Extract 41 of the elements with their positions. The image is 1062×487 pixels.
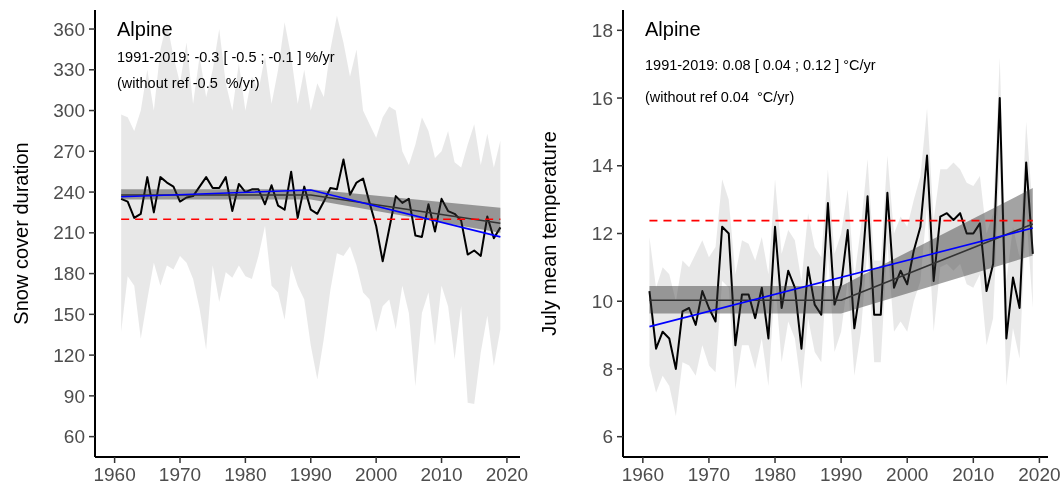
- x-tick-label: 1990: [289, 464, 332, 485]
- x-tick-label: 2020: [485, 464, 529, 485]
- x-tick-label: 1960: [93, 464, 136, 485]
- y-tick-label: 16: [591, 87, 613, 109]
- y-tick-label: 8: [602, 358, 613, 380]
- y-tick-label: 10: [591, 290, 613, 312]
- y-tick-label: 120: [53, 344, 85, 366]
- y-tick-label: 150: [53, 303, 85, 325]
- y-tick-label: 330: [53, 59, 85, 81]
- x-tick-label: 1970: [158, 464, 202, 485]
- x-tick-label: 1960: [621, 464, 664, 485]
- annotation: 1991-2019: -0.3 [ -0.5 ; -0.1 ] %/yr: [117, 49, 335, 65]
- x-tick-label: 2010: [952, 464, 995, 485]
- x-tick-label: 1980: [753, 464, 797, 485]
- y-tick-label: 270: [53, 140, 85, 162]
- y-tick-label: 14: [591, 155, 614, 177]
- line-series: [120, 158, 502, 263]
- x-tick-label: 2000: [886, 464, 929, 485]
- y-axis-title: July mean temperature: [538, 131, 560, 336]
- y-tick-label: 12: [591, 223, 613, 245]
- x-tick-label: 2020: [1018, 464, 1061, 485]
- annotation: (without ref -0.5 %/yr): [117, 75, 260, 91]
- annotation: 1991-2019: 0.08 [ 0.04 ; 0.12 ] °C/yr: [645, 57, 876, 73]
- y-tick-label: 240: [53, 181, 85, 203]
- y-tick-label: 180: [53, 263, 85, 285]
- y-tick-label: 6: [602, 426, 613, 448]
- x-tick-label: 2000: [355, 464, 398, 485]
- chart-title: Alpine: [117, 18, 173, 40]
- y-tick-label: 300: [53, 100, 85, 122]
- x-tick-label: 2010: [420, 464, 463, 485]
- x-tick-label: 1990: [819, 464, 863, 485]
- y-tick-label: 210: [53, 222, 85, 244]
- x-tick-label: 1980: [224, 464, 267, 485]
- x-tick-label: 1970: [687, 464, 731, 485]
- annotation: (without ref 0.04 °C/yr): [645, 89, 795, 105]
- y-tick-label: 18: [591, 19, 613, 41]
- y-tick-label: 90: [63, 385, 85, 407]
- y-axis-title: Snow cover duration: [10, 142, 32, 325]
- chart-title: Alpine: [645, 18, 701, 40]
- y-tick-label: 360: [53, 18, 85, 40]
- y-tick-label: 60: [63, 426, 85, 448]
